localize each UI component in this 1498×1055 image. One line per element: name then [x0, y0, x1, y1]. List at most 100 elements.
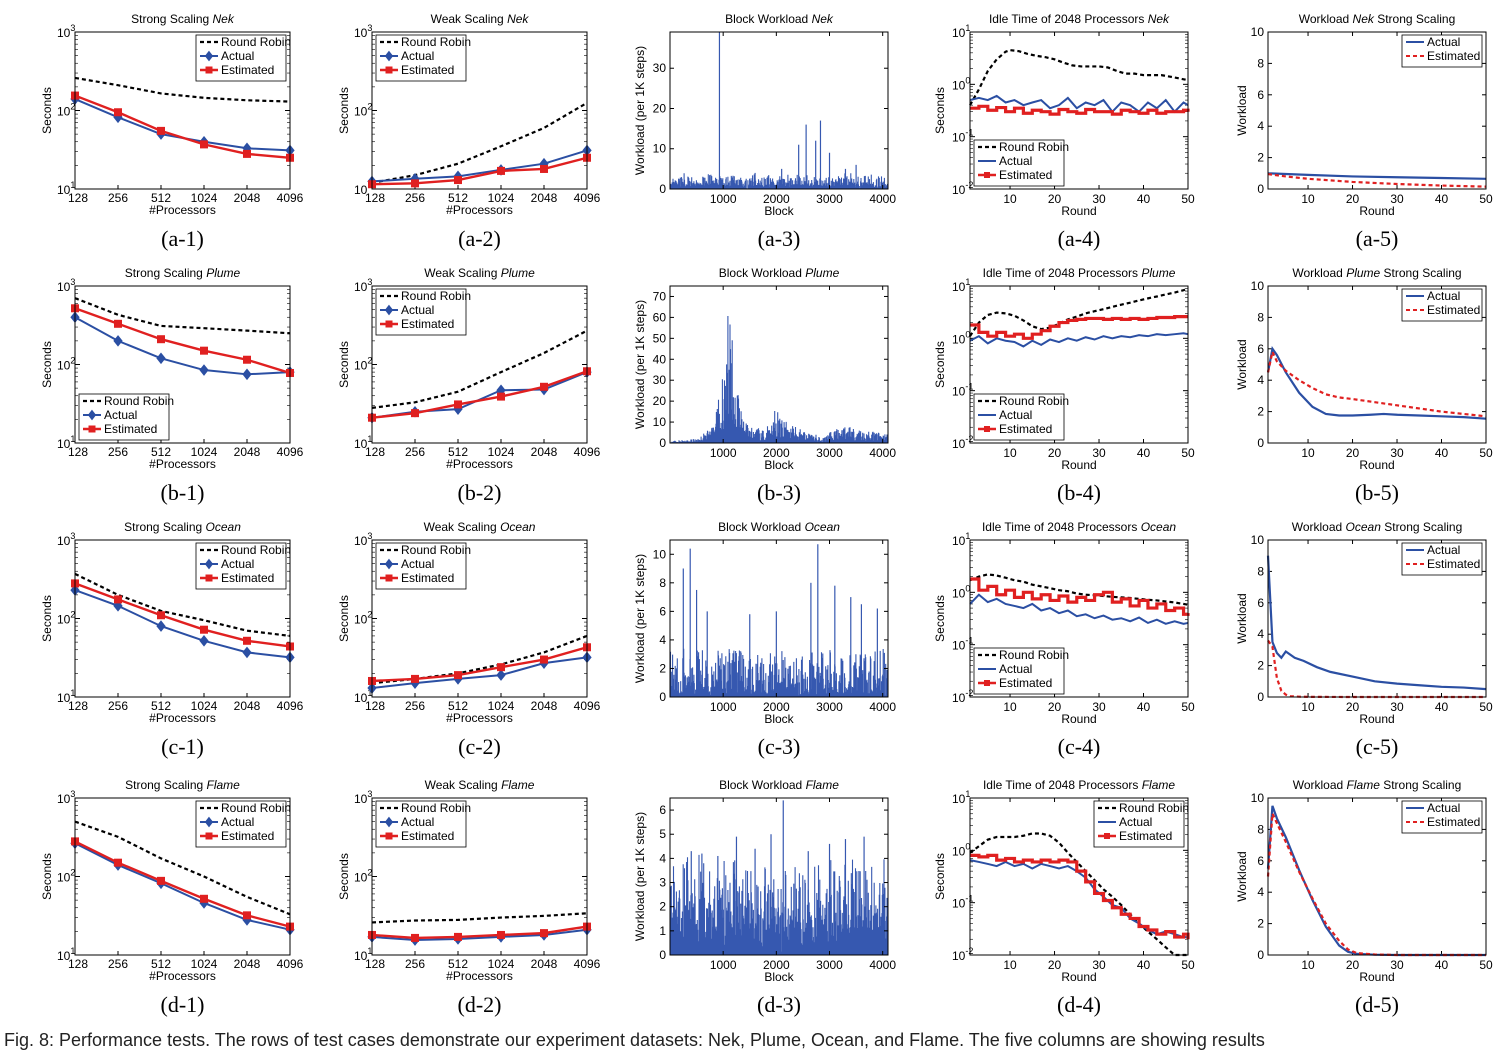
chart-title: Block Workload Plume	[719, 266, 840, 280]
series-line	[74, 94, 291, 159]
plot-frame	[669, 797, 889, 956]
y-tick-label: 100	[952, 583, 970, 600]
series-line	[969, 832, 1188, 957]
series-line	[74, 589, 291, 659]
x-tick-label: 1000	[710, 700, 737, 714]
y-axis-label: Workload	[1235, 85, 1249, 135]
series-line	[371, 928, 588, 942]
tick-exponent: 0	[965, 583, 970, 593]
series-line	[969, 94, 1189, 114]
tick-exponent: 2	[70, 356, 75, 366]
y-axis-label: Seconds	[933, 341, 947, 388]
tick-exponent: 2	[367, 356, 372, 366]
series-line	[969, 593, 1189, 625]
panel-label: (b-4)	[1057, 480, 1101, 505]
legend-label: Actual	[221, 557, 254, 571]
panel-label: (b-1)	[161, 480, 205, 505]
legend-box	[1401, 34, 1483, 68]
legend-label: Actual	[1427, 543, 1460, 557]
y-tick-label: 0	[659, 436, 666, 450]
x-tick-label: 30	[1092, 446, 1106, 460]
plot-frame	[371, 31, 588, 190]
x-tick-label: 1024	[488, 957, 515, 971]
chart-title: Idle Time of 2048 Processors Flame	[983, 778, 1175, 792]
diamond-marker	[199, 364, 209, 376]
y-tick-label: 2	[1257, 917, 1264, 931]
plot-frame	[669, 285, 889, 444]
y-tick-label: 101	[952, 789, 970, 806]
legend-label: Round Robin	[401, 543, 471, 557]
tick-exponent: 2	[367, 868, 372, 878]
chart-title-part: Idle Time of 2048 Processors	[983, 266, 1142, 280]
y-axis-label: Seconds	[933, 87, 947, 134]
diamond-marker	[384, 50, 394, 62]
chart-d-4: Idle Time of 2048 Processors Flame10-210…	[933, 778, 1195, 984]
x-tick-label: 1024	[191, 191, 218, 205]
chart-title: Block Workload Ocean	[718, 520, 840, 534]
x-axis-label: Round	[1061, 458, 1096, 472]
tick-exponent: 1	[70, 180, 75, 190]
x-tick-label: 128	[365, 191, 385, 205]
x-tick-label: 10	[1301, 192, 1315, 206]
y-tick-label: 0	[1257, 690, 1264, 704]
chart-title-part: Flame	[1142, 778, 1176, 792]
legend-box	[1401, 288, 1483, 322]
x-tick-label: 256	[405, 957, 425, 971]
y-axis-label: Seconds	[337, 341, 351, 388]
legend-label: Estimated	[1427, 815, 1480, 829]
tick-exponent: 1	[367, 946, 372, 956]
series-line	[1267, 172, 1487, 180]
legend-label: Estimated	[401, 829, 454, 843]
square-marker	[984, 426, 990, 432]
tick-exponent: -1	[965, 128, 973, 138]
x-tick-label: 2048	[531, 191, 558, 205]
y-tick-label: 6	[659, 604, 666, 618]
y-tick-label: 2	[659, 900, 666, 914]
x-tick-label: 1000	[710, 958, 737, 972]
diamond-marker	[384, 816, 394, 828]
y-tick-label: 2	[659, 661, 666, 675]
x-tick-label: 256	[405, 699, 425, 713]
y-tick-label: 60	[653, 310, 667, 324]
chart-title-part: Weak Scaling	[431, 12, 507, 26]
series-line	[74, 297, 291, 335]
legend-label: Round Robin	[1119, 801, 1189, 815]
chart-a-3: Block Workload Nek 0 10 20 30 1000 2000 3000 400…	[633, 12, 896, 218]
x-tick-label: 40	[1137, 192, 1151, 206]
plot-frame	[74, 797, 291, 956]
x-tick-label: 2048	[234, 191, 261, 205]
chart-title-part: Plume	[805, 266, 839, 280]
chart-title: Idle Time of 2048 Processors Plume	[983, 266, 1176, 280]
x-axis-label: Round	[1061, 712, 1096, 726]
chart-title: Strong Scaling Plume	[125, 266, 241, 280]
legend-label: Actual	[1427, 801, 1460, 815]
y-tick-label: 6	[1257, 854, 1264, 868]
y-tick-label: 6	[659, 803, 666, 817]
diamond-marker	[199, 634, 209, 647]
plot-frame	[1267, 285, 1487, 444]
x-axis-label: #Processors	[446, 203, 513, 217]
y-axis-label: Workload (per 1K steps)	[633, 300, 647, 429]
plot-frame	[669, 539, 889, 698]
chart-title-part: Plume	[1141, 266, 1175, 280]
x-tick-label: 50	[1181, 192, 1195, 206]
diamond-marker	[156, 352, 166, 365]
chart-title-part: Flame	[207, 778, 241, 792]
y-tick-label: 102	[354, 868, 372, 885]
chart-title-part: Strong Scaling	[1380, 778, 1461, 792]
x-tick-label: 20	[1048, 700, 1062, 714]
x-tick-label: 50	[1479, 192, 1493, 206]
y-tick-label: 2	[1257, 151, 1264, 165]
legend-box	[1401, 800, 1483, 834]
x-tick-label: 50	[1479, 446, 1493, 460]
diamond-marker	[204, 558, 214, 570]
y-tick-label: 10	[1251, 279, 1265, 293]
x-axis-label: Block	[764, 712, 794, 726]
y-tick-label: 20	[653, 394, 667, 408]
chart-title-part: Nek	[812, 12, 834, 26]
